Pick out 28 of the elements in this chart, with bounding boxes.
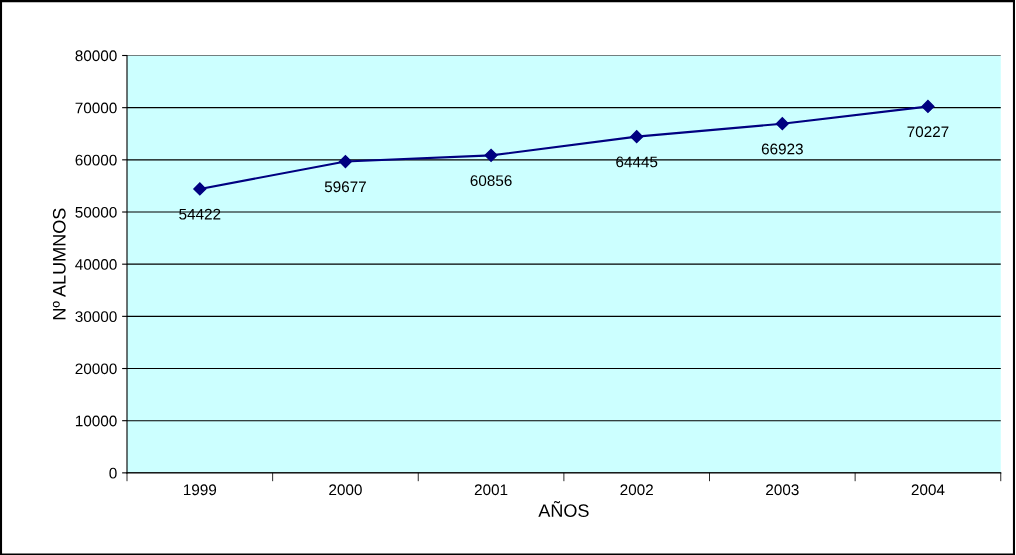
x-tick-label: 2004 <box>911 484 945 496</box>
y-tick-label: 10000 <box>75 415 117 427</box>
x-tick-label: 2000 <box>329 484 362 496</box>
data-label: 70227 <box>907 126 949 138</box>
y-tick-label: 20000 <box>75 363 117 375</box>
y-tick-label: 0 <box>109 467 117 479</box>
data-label: 54422 <box>179 208 221 220</box>
point <box>484 148 498 162</box>
x-axis-title: AÑOS <box>538 501 589 518</box>
point <box>921 99 935 114</box>
point <box>193 182 207 196</box>
data-label: 66923 <box>761 143 803 155</box>
x-tick-label: 1999 <box>183 484 217 496</box>
point <box>338 154 353 169</box>
y-tick-label: 70000 <box>75 102 117 114</box>
y-axis-title: Nº ALUMNOS <box>52 208 66 320</box>
x-tick-label: 2002 <box>620 484 653 496</box>
y-tick-label: 80000 <box>75 50 117 62</box>
y-tick-label: 60000 <box>75 154 117 166</box>
point <box>630 130 644 144</box>
data-label: 59677 <box>324 181 366 193</box>
y-tick-label: 40000 <box>75 259 117 270</box>
y-tick-label: 50000 <box>75 206 117 218</box>
x-tick-label: 2003 <box>766 484 799 496</box>
data-label: 60856 <box>470 175 512 187</box>
point <box>775 117 789 131</box>
y-tick-label: 30000 <box>75 311 117 323</box>
x-tick-label: 2001 <box>474 484 508 496</box>
